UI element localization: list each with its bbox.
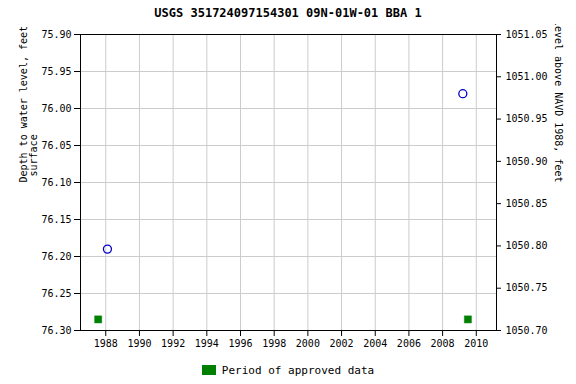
svg-text:1992: 1992 — [161, 338, 185, 349]
svg-text:1994: 1994 — [195, 338, 219, 349]
svg-text:76.10: 76.10 — [41, 177, 71, 188]
svg-text:1050.75: 1050.75 — [506, 282, 548, 293]
svg-text:1990: 1990 — [127, 338, 151, 349]
svg-text:76.15: 76.15 — [41, 214, 71, 225]
svg-text:1050.95: 1050.95 — [506, 113, 548, 124]
svg-text:76.30: 76.30 — [41, 325, 71, 336]
svg-text:76.05: 76.05 — [41, 140, 71, 151]
html-text:Period of approved data: Period of approved data — [221, 363, 375, 377]
svg-text:1996: 1996 — [228, 338, 252, 349]
svg-text:2006: 2006 — [397, 338, 421, 349]
svg-text:1050.85: 1050.85 — [506, 198, 548, 209]
svg-text:1051.00: 1051.00 — [506, 71, 548, 82]
svg-text:2004: 2004 — [363, 338, 387, 349]
svg-text:76.25: 76.25 — [41, 288, 71, 299]
svg-text:Groundwater level above NAVD 1: Groundwater level above NAVD 1988, feet — [553, 24, 564, 183]
svg-text:1050.90: 1050.90 — [506, 156, 548, 167]
svg-text:1050.80: 1050.80 — [506, 240, 548, 251]
svg-text:75.90: 75.90 — [41, 29, 71, 40]
svg-text:2002: 2002 — [330, 338, 354, 349]
svg-text:76.00: 76.00 — [41, 103, 71, 114]
svg-text:Depth to water level, feet bel: Depth to water level, feet below land su… — [18, 24, 39, 183]
svg-text:1050.70: 1050.70 — [506, 325, 548, 336]
svg-text:1051.05: 1051.05 — [506, 29, 548, 40]
svg-text:2008: 2008 — [431, 338, 455, 349]
html-text:USGS 351724097154301 09N-01W-0: USGS 351724097154301 09N-01W-01 BBA 1 — [154, 6, 422, 20]
svg-text:2000: 2000 — [296, 338, 320, 349]
svg-text:1988: 1988 — [94, 338, 118, 349]
svg-text:1998: 1998 — [262, 338, 286, 349]
svg-text:76.20: 76.20 — [41, 251, 71, 262]
svg-text:75.95: 75.95 — [41, 66, 71, 77]
svg-text:2010: 2010 — [464, 338, 488, 349]
